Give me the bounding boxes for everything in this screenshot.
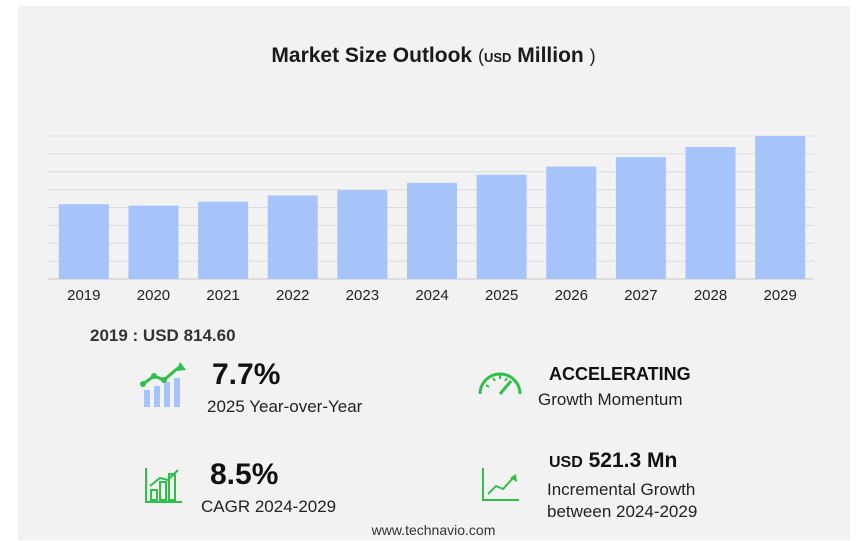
trend-line-icon: [482, 468, 519, 501]
incremental-currency: USD: [549, 454, 583, 471]
incremental-label-2: between 2024-2029: [547, 502, 698, 521]
bar-2028: [685, 147, 736, 279]
yoy-value: 7.7%: [212, 358, 281, 391]
momentum-label: Growth Momentum: [538, 390, 683, 409]
x-tick-label: 2029: [763, 287, 796, 304]
bar-2023: [337, 190, 388, 279]
title-unit-prefix: USD: [483, 50, 512, 65]
bar-2025: [476, 174, 527, 279]
bar-2027: [615, 157, 666, 279]
x-tick-label: 2024: [415, 287, 448, 304]
x-tick-label: 2025: [485, 287, 518, 304]
base-value: 2019 : USD 814.60: [90, 326, 236, 346]
x-tick-label: 2027: [624, 287, 657, 304]
x-tick-label: 2021: [206, 287, 239, 304]
base-label: 2019 : USD: [90, 326, 179, 345]
bar-2024: [407, 182, 457, 279]
cagr-value: 8.5%: [210, 458, 279, 491]
title-paren-close: ): [589, 46, 596, 66]
chart-title: Market Size Outlook (USD Million ): [0, 44, 867, 68]
bar-2019: [58, 204, 109, 279]
bar-chart: 2019 2020 2021 2022 2023 2024 2025 2026 2027 2028…: [48, 135, 814, 304]
x-tick-label: 2026: [555, 287, 588, 304]
bar-2021: [198, 201, 249, 279]
cagr-label: CAGR 2024-2029: [201, 497, 337, 516]
incremental-label-1: Incremental Growth: [547, 480, 696, 499]
x-tick-label: 2028: [694, 287, 727, 304]
bar-2020: [128, 205, 179, 279]
yoy-label: 2025 Year-over-Year: [207, 397, 363, 416]
growth-bars-icon: [140, 362, 186, 407]
x-tick-label: 2020: [137, 287, 170, 304]
bar-2029: [755, 136, 806, 279]
base-number: 814.60: [183, 326, 236, 345]
x-tick-label: 2019: [67, 287, 100, 304]
bar-2022: [267, 195, 318, 279]
bar-chart-icon: [145, 468, 182, 503]
title-unit-word: Million: [517, 44, 584, 67]
title-paren-open: (: [477, 46, 484, 66]
title-main: Market Size Outlook: [271, 44, 473, 67]
incremental-amount: 521.3 Mn: [588, 449, 678, 472]
x-tick-label: 2023: [346, 287, 379, 304]
x-tick-label: 2022: [276, 287, 309, 304]
incremental-value: USD 521.3 Mn: [549, 449, 677, 473]
speedometer-icon: [478, 372, 522, 395]
footer-source: www.technavio.com: [371, 522, 496, 538]
momentum-value: ACCELERATING: [549, 364, 691, 384]
bar-2026: [546, 166, 597, 279]
